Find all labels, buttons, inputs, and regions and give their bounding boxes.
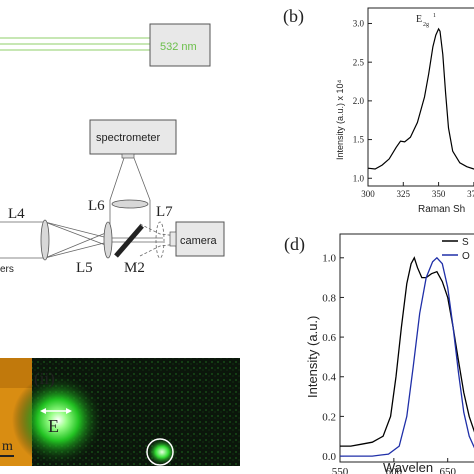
y-tick-label: 1.0 <box>322 253 336 265</box>
label-l4: L4 <box>8 206 25 222</box>
x-tick-label: 350 <box>432 189 446 199</box>
photo-main-glow <box>12 374 104 466</box>
panel-b-label: (b) <box>283 6 304 27</box>
e-arrow-head-left <box>40 408 46 414</box>
x-tick-label: 650 <box>439 466 456 474</box>
panel-d-label: (d) <box>284 234 305 255</box>
y-tick-label: 0.0 <box>322 451 336 463</box>
x-tick-label: 325 <box>397 189 411 199</box>
panel-b-xlabel: Raman Sh <box>418 204 465 215</box>
label-ers: ers <box>0 264 14 275</box>
panel-d-series-o <box>340 256 474 457</box>
panel-b-peak-sub: 2g <box>423 22 429 28</box>
lens-l5 <box>103 221 113 259</box>
x-tick-label: 550 <box>332 466 349 474</box>
mirror-m2 <box>114 224 144 258</box>
panel-b-peak-sup: 1 <box>433 13 436 19</box>
spectrometer-slit <box>121 153 135 159</box>
legend-o-label: O <box>462 251 470 262</box>
beam-paths <box>0 157 163 259</box>
camera-box <box>175 221 225 257</box>
lens-l6 <box>111 199 149 209</box>
lens-l4 <box>40 219 50 261</box>
y-tick-label: 2.0 <box>353 96 365 106</box>
label-l7: L7 <box>156 204 173 220</box>
y-tick-label: 0.6 <box>322 332 336 344</box>
camera-lens <box>169 231 177 247</box>
panel-b-peak-label: E <box>416 14 422 25</box>
panel-b-ylabel: Intensity (a.u.) x 10⁴ <box>335 79 345 160</box>
panel-d-series-s <box>340 256 474 447</box>
y-tick-label: 0.2 <box>322 411 336 423</box>
label-l6: L6 <box>88 198 105 214</box>
photo-orange-shade <box>0 358 32 388</box>
photo-spot-glow <box>146 438 178 466</box>
laser-beam-lines <box>0 37 150 51</box>
y-tick-label: 1.0 <box>353 173 365 183</box>
y-tick-label: 1.5 <box>353 135 365 145</box>
x-tick-label: 375 <box>467 189 474 199</box>
panel-d-axes-frame <box>339 233 474 463</box>
y-tick-label: 2.5 <box>353 57 365 67</box>
x-tick-label: 300 <box>361 189 375 199</box>
legend-s-label: S <box>462 237 469 248</box>
photo-spot-circle <box>146 438 174 466</box>
scale-fragment: m <box>2 439 13 454</box>
e-label: E <box>48 416 59 436</box>
laser-label: 532 nm <box>160 41 197 53</box>
panel-b-series-line <box>367 27 474 170</box>
dashed-beam <box>139 221 179 259</box>
panel-b-yticks: 1.0 1.5 2.0 2.5 3.0 <box>353 19 372 183</box>
spectrometer-label: spectrometer <box>96 132 161 144</box>
label-l5: L5 <box>76 260 93 276</box>
photo-panel-label: (ii) <box>34 369 55 388</box>
y-tick-label: 3.0 <box>353 19 365 29</box>
panel-d-yticks: 0.0 0.2 0.4 0.6 0.8 1.0 <box>322 253 344 463</box>
y-tick-label: 0.4 <box>322 372 336 384</box>
panel-b-axes-frame <box>367 7 474 187</box>
y-tick-label: 0.8 <box>322 292 336 304</box>
panel-d-xlabel: Wavelen <box>383 460 433 474</box>
spectrometer-box <box>89 119 177 155</box>
camera-label: camera <box>180 235 218 247</box>
panel-b-xticks: 300 325 350 375 <box>361 182 474 199</box>
e-arrow-head-right <box>66 408 72 414</box>
x-tick-label: 600 <box>386 466 403 474</box>
panel-d-ylabel: Intensity (a.u.) <box>305 316 320 398</box>
panel-d-xticks: 550 600 650 <box>332 458 456 474</box>
label-m2: M2 <box>124 260 145 276</box>
laser-box <box>149 23 211 67</box>
